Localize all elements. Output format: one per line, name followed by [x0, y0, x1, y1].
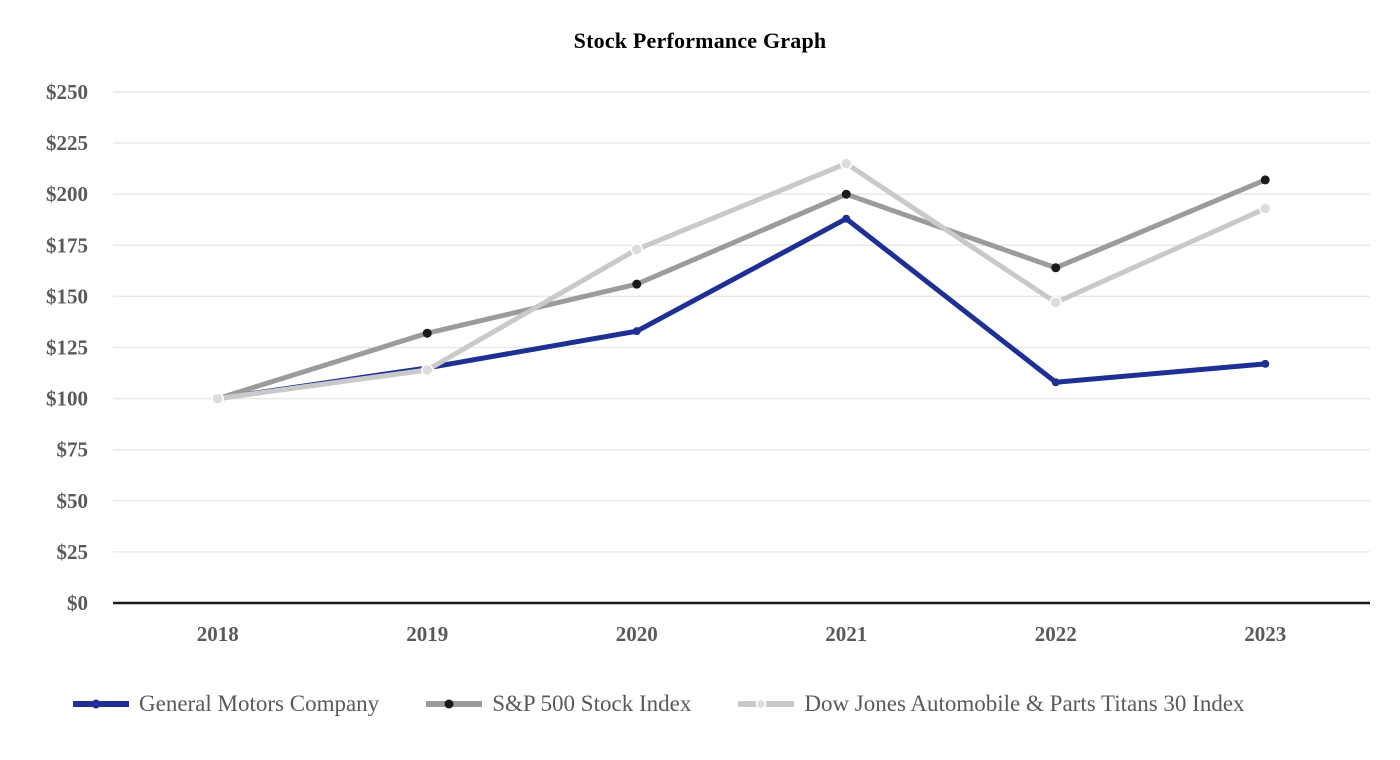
series-marker: [1260, 175, 1270, 185]
legend-marker-icon: [738, 698, 795, 710]
series-marker: [632, 279, 642, 289]
x-tick-label: 2019: [406, 622, 448, 646]
legend-marker-icon: [73, 699, 129, 709]
series-marker: [632, 327, 641, 336]
series-marker: [1049, 296, 1062, 309]
series-marker: [630, 243, 643, 256]
y-tick-label: $75: [57, 438, 89, 462]
series-marker: [1051, 263, 1061, 273]
series-marker: [1259, 202, 1272, 215]
y-tick-label: $50: [57, 489, 89, 513]
y-tick-label: $25: [57, 540, 89, 564]
x-tick-label: 2020: [616, 622, 658, 646]
chart-legend: General Motors Company S&P 500 Stock Inde…: [72, 686, 1245, 722]
series-marker: [841, 189, 851, 199]
y-tick-label: $150: [46, 284, 88, 308]
chart-title: Stock Performance Graph: [573, 28, 827, 53]
legend-marker-icon: [426, 699, 483, 709]
legend-item: S&P 500 Stock Index: [425, 691, 691, 717]
x-tick-label: 2023: [1244, 622, 1286, 646]
series-marker: [421, 363, 434, 377]
legend-label: S&P 500 Stock Index: [492, 691, 692, 716]
x-tick-label: 2022: [1035, 622, 1077, 646]
y-tick-label: $175: [46, 233, 88, 257]
y-tick-label: $0: [67, 591, 88, 615]
series-marker: [1261, 359, 1270, 368]
series-line-2: [215, 177, 1268, 402]
series-line-3: [215, 161, 1268, 402]
y-tick-label: $225: [46, 131, 88, 155]
y-tick-label: $200: [46, 182, 88, 206]
series-marker: [211, 392, 224, 405]
series-marker: [1051, 378, 1060, 387]
y-tick-label: $250: [46, 80, 88, 104]
x-tick-label: 2018: [197, 622, 239, 646]
series-marker: [842, 214, 851, 223]
x-tick-label: 2021: [825, 622, 867, 646]
legend-label: General Motors Company: [139, 691, 380, 716]
legend-item: Dow Jones Automobile & Parts Titans 30 I…: [737, 691, 1245, 717]
y-tick-label: $100: [46, 387, 88, 411]
plot-area: $0 $25 $50 $75 $100 $125 $150 $175 $200 $225 $250 2…: [46, 80, 1370, 646]
series-marker: [422, 328, 432, 338]
y-tick-label: $125: [46, 336, 88, 360]
series-marker: [840, 157, 853, 170]
legend-item: General Motors Company: [72, 691, 379, 717]
legend-label: Dow Jones Automobile & Parts Titans 30 I…: [804, 691, 1245, 716]
